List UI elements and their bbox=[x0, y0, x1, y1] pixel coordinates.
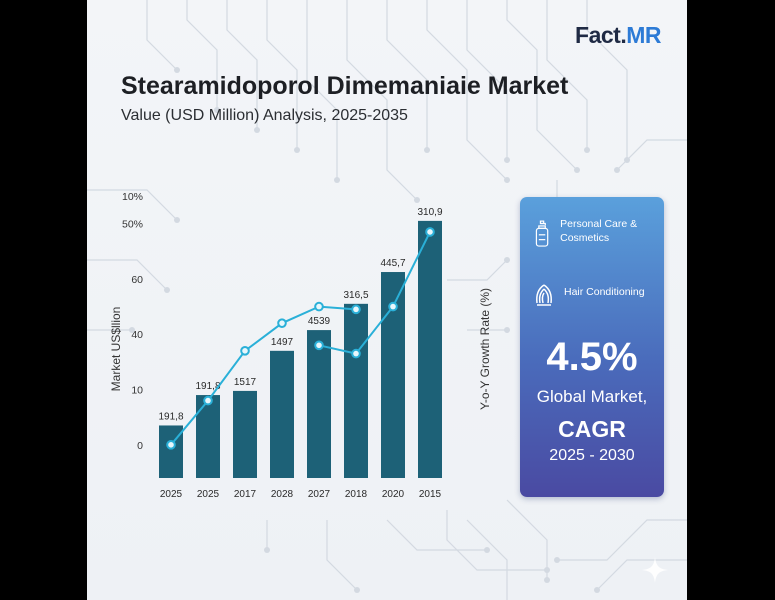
brand-logo: Fact.MR bbox=[575, 22, 661, 49]
bar bbox=[233, 390, 257, 478]
bar-data-label: 191,8 bbox=[158, 411, 183, 422]
x-tick-label: 2017 bbox=[234, 489, 257, 500]
infographic-card: Fact.MR Stearamidoporol Dimemaniaie Mark… bbox=[87, 0, 687, 600]
segment-personal-care: Personal Care & Cosmetics bbox=[534, 217, 664, 251]
y-axis-label: Market US$llion bbox=[109, 307, 123, 392]
growth-line-secondary bbox=[318, 231, 431, 355]
bar-line-chart: 10% 50% 60 40 10 0 Market US$llion Y-o-Y Growth… bbox=[109, 191, 492, 500]
y2-axis-label: Y-o-Y Growth Rate (%) bbox=[478, 288, 492, 410]
y-tick-label: 40 bbox=[131, 329, 143, 341]
x-tick-label: 2015 bbox=[419, 489, 442, 500]
chart-subtitle: Value (USD Million) Analysis, 2025-2035 bbox=[121, 107, 408, 124]
bar bbox=[418, 220, 442, 478]
bar-data-label: 4539 bbox=[308, 316, 331, 327]
segment-label: Personal Care & Cosmetics bbox=[560, 218, 638, 244]
bar-data-label: 316,5 bbox=[343, 290, 368, 301]
circuit-background bbox=[87, 0, 687, 600]
y-tick-label: 10% bbox=[122, 191, 143, 203]
growth-line-point bbox=[166, 440, 176, 450]
hair-icon bbox=[536, 284, 552, 306]
bar bbox=[196, 395, 220, 478]
cagr-label: CAGR bbox=[558, 416, 626, 442]
sparkle-icon bbox=[642, 557, 668, 583]
bottle-icon bbox=[535, 220, 549, 247]
growth-line-point bbox=[203, 395, 213, 406]
cagr-period: 2025 - 2030 bbox=[549, 447, 635, 464]
segment-label: Hair Conditioning bbox=[564, 286, 645, 298]
bar bbox=[344, 303, 368, 478]
x-tick-label: 2027 bbox=[308, 489, 331, 500]
cagr-value: 4.5% bbox=[546, 335, 638, 379]
x-tick-label: 2025 bbox=[160, 489, 183, 500]
growth-line-secondary-point bbox=[314, 340, 324, 351]
growth-line bbox=[170, 305, 357, 446]
cagr-panel: Personal Care & Cosmetics Hair Condition… bbox=[520, 197, 664, 497]
chart-title: Stearamidoporol Dimemaniaie Market bbox=[121, 72, 569, 100]
x-tick-label: 2025 bbox=[197, 489, 220, 500]
y-tick-label: 60 bbox=[131, 274, 143, 286]
x-tick-label: 2020 bbox=[382, 489, 405, 500]
growth-line-point bbox=[314, 301, 324, 312]
x-tick-label: 2028 bbox=[271, 489, 294, 500]
x-tick-label: 2018 bbox=[345, 489, 368, 500]
growth-line-point bbox=[351, 304, 361, 315]
y-tick-label: 50% bbox=[122, 219, 143, 231]
bar-data-label: 1497 bbox=[271, 337, 294, 348]
growth-line-secondary-point bbox=[425, 227, 435, 237]
bar-data-label: 445,7 bbox=[380, 258, 405, 269]
global-market-label: Global Market, bbox=[536, 387, 648, 406]
bar-data-label: 310,9 bbox=[417, 207, 442, 218]
y-tick-label: 10 bbox=[131, 385, 143, 397]
growth-line-point bbox=[277, 318, 287, 328]
logo-part1: Fact. bbox=[575, 22, 627, 48]
growth-line-point bbox=[240, 346, 250, 356]
segment-hair-conditioning: Hair Conditioning bbox=[534, 281, 645, 315]
bar-data-label: 191,8 bbox=[195, 381, 220, 392]
growth-line-secondary-point bbox=[388, 301, 398, 312]
growth-line-secondary-point bbox=[351, 348, 361, 359]
bar-data-label: 1517 bbox=[234, 377, 257, 388]
bar bbox=[270, 350, 294, 478]
bar bbox=[307, 330, 331, 478]
y-tick-label: 0 bbox=[137, 440, 143, 452]
logo-part2: MR bbox=[626, 22, 661, 48]
